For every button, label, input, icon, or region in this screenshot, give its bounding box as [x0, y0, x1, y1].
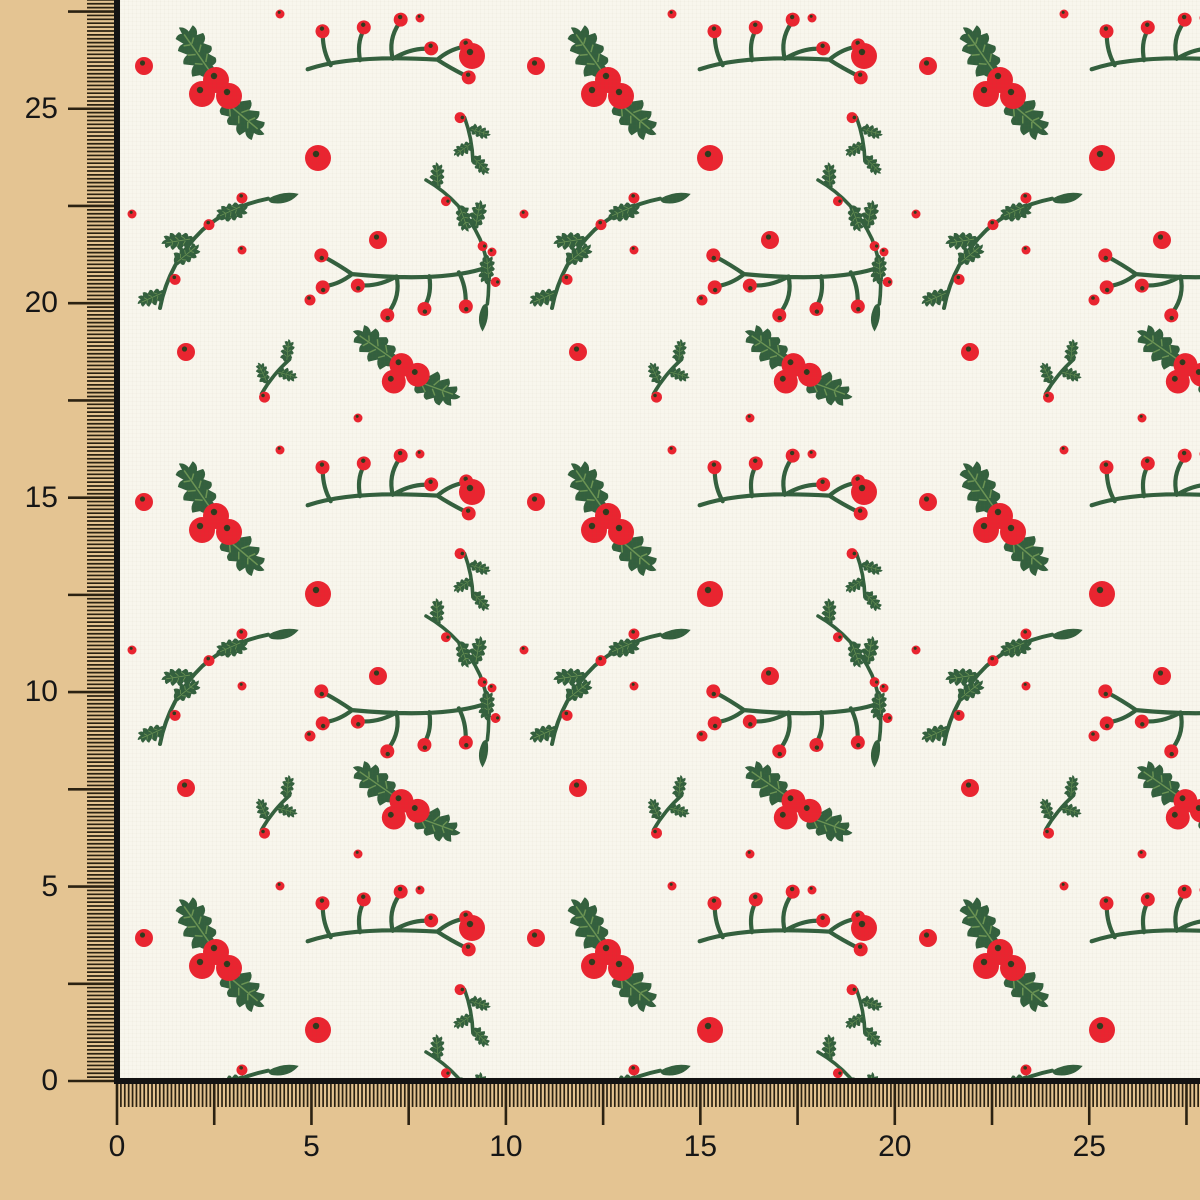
holly-berry-print-pattern: [120, 0, 1200, 1078]
fabric-swatch: [114, 0, 1200, 1084]
